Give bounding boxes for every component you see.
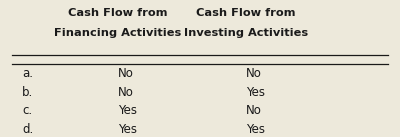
Text: Cash Flow from: Cash Flow from [196,8,296,18]
Text: Yes: Yes [118,123,137,136]
Text: Yes: Yes [118,104,137,117]
Text: Financing Activities: Financing Activities [54,28,182,38]
Text: Investing Activities: Investing Activities [184,28,308,38]
Text: Yes: Yes [246,123,265,136]
Text: Cash Flow from: Cash Flow from [68,8,168,18]
Text: No: No [118,67,134,80]
Text: Yes: Yes [246,86,265,99]
Text: No: No [246,104,262,117]
Text: No: No [118,86,134,99]
Text: No: No [246,67,262,80]
Text: d.: d. [22,123,33,136]
Text: a.: a. [22,67,33,80]
Text: b.: b. [22,86,33,99]
Text: c.: c. [22,104,32,117]
